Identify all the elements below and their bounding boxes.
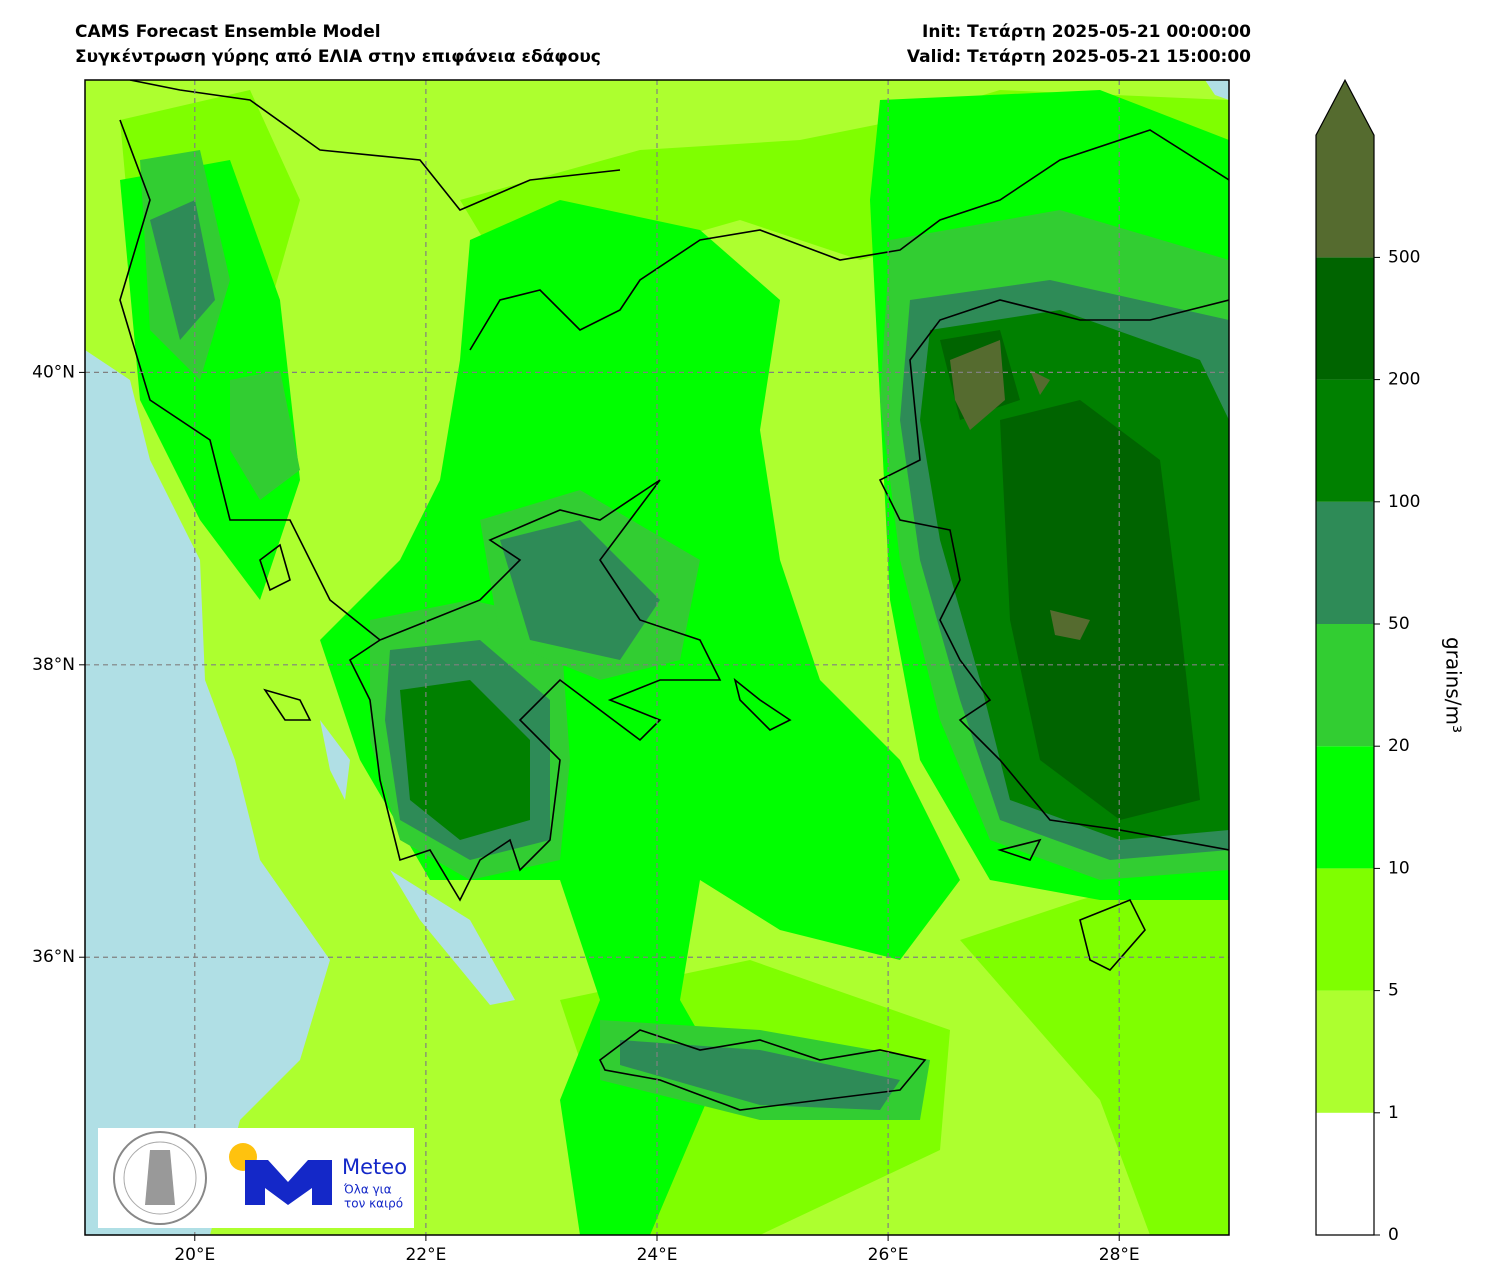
concentration-area	[1050, 610, 1090, 640]
axes: 20°E 22°E 24°E 26°E 28°E 36°N 38°N 40°N	[32, 362, 1140, 1265]
colorbar-tick-label: 100	[1388, 492, 1420, 512]
title: CAMS Forecast Ensemble Model	[75, 22, 381, 42]
concentration-area	[1000, 400, 1200, 820]
colorbar-band	[1316, 868, 1374, 991]
logo-box: Meteo Όλα για τον καιρό	[98, 1128, 414, 1228]
colorbar-tick-label: 0	[1388, 1225, 1399, 1245]
x-tick-label: 20°E	[174, 1245, 215, 1265]
colorbar-band	[1316, 624, 1374, 747]
colorbar-band	[1316, 746, 1374, 869]
y-tick-label: 38°N	[32, 655, 75, 675]
concentration-area	[400, 680, 530, 840]
concentration-area	[950, 340, 1005, 430]
valid-time: Valid: Τετάρτη 2025-05-21 15:00:00	[907, 47, 1251, 67]
coastlines	[119, 80, 1229, 1111]
colorbar-band	[1316, 501, 1374, 624]
colorbar-extension	[1316, 80, 1374, 258]
colorbar-band	[1316, 990, 1374, 1113]
colorbar-tick-label: 1	[1388, 1103, 1399, 1123]
sea	[85, 80, 1229, 1235]
y-tick-label: 36°N	[32, 947, 75, 967]
colorbar-band	[1316, 1112, 1374, 1235]
colorbar-outline	[1315, 78, 1375, 1236]
concentration-area	[150, 200, 215, 340]
x-tick-label: 24°E	[637, 1245, 678, 1265]
colorbar-tick-label: 10	[1388, 858, 1410, 878]
colorbar-band	[1316, 379, 1374, 502]
colorbar: 0 1 5 10 20 50 100 200 500	[1315, 78, 1420, 1245]
y-tick-label: 40°N	[32, 362, 75, 382]
logo-tagline: τον καιρό	[344, 1197, 403, 1211]
concentration-area	[620, 1040, 900, 1110]
x-tick-label: 22°E	[405, 1245, 446, 1265]
concentration-areas	[120, 90, 1229, 1235]
colorbar-tick-label: 20	[1388, 736, 1410, 756]
logo-name: Meteo	[342, 1155, 407, 1179]
map: Meteo Όλα για τον καιρό	[85, 80, 1229, 1235]
colorbar-tick-label: 50	[1388, 614, 1410, 634]
x-tick-label: 26°E	[868, 1245, 909, 1265]
x-tick-label: 28°E	[1099, 1245, 1140, 1265]
concentration-area	[500, 520, 660, 660]
concentration-area	[1030, 370, 1050, 395]
colorbar-label: grains/m³	[1442, 637, 1466, 733]
concentration-area	[960, 860, 1229, 1235]
concentration-area	[230, 370, 300, 500]
colorbar-band	[1316, 257, 1374, 380]
concentration-area	[320, 200, 960, 1235]
subtitle: Συγκέντρωση γύρης από ΕΛΙΑ στην επιφάνει…	[75, 47, 601, 67]
colorbar-tick-label: 200	[1388, 370, 1420, 390]
colorbar-tick-label: 5	[1388, 981, 1399, 1001]
colorbar-tick-label: 500	[1388, 247, 1420, 267]
logo-tagline: Όλα για	[343, 1183, 392, 1197]
gridlines	[85, 80, 1229, 1235]
init-time: Init: Τετάρτη 2025-05-21 00:00:00	[922, 22, 1251, 42]
